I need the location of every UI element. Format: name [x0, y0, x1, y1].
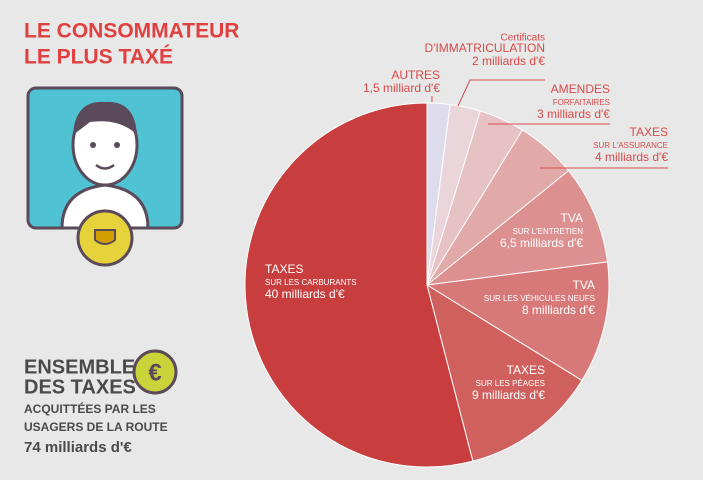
- total-title: ENSEMBLE: [24, 356, 135, 378]
- slice-label: TAXES: [630, 125, 668, 139]
- slice-label: TVA: [573, 278, 595, 292]
- euro-symbol: €: [148, 359, 161, 386]
- slice-detail: SUR LES VÉHICULES NEUFS: [484, 294, 595, 303]
- slice-detail: FORFAITAIRES: [553, 98, 610, 107]
- slice-label: Certificats: [501, 33, 545, 44]
- slice-detail: SUR LES CARBURANTS: [265, 278, 357, 287]
- leader-line: [457, 79, 545, 107]
- eye: [90, 142, 96, 148]
- header-line: LE PLUS TAXÉ: [24, 46, 173, 69]
- slice-label: TVA: [561, 211, 583, 225]
- hair: [73, 101, 137, 135]
- value-label: 8 milliards d'€: [522, 303, 595, 317]
- slice-detail: SUR LES PÉAGES: [476, 379, 545, 388]
- pie-slice: [425, 261, 610, 382]
- slice-detail: SUR L'ASSURANCE: [593, 141, 668, 150]
- slice-detail: D'IMMATRICULATION: [424, 41, 545, 55]
- value-label: 3 milliards d'€: [537, 107, 610, 121]
- mouth: [95, 163, 115, 170]
- value-label: 2 milliards d'€: [472, 54, 545, 68]
- slice-label: TAXES: [265, 262, 303, 276]
- slice-detail: SUR L'ENTRETIEN: [513, 227, 584, 236]
- value-label: 1,5 milliard d'€: [363, 81, 440, 95]
- value-label: 9 milliards d'€: [472, 388, 545, 402]
- header-line: LE CONSOMMATEUR: [24, 20, 239, 43]
- pie-slice: [426, 283, 583, 462]
- slice-label: AUTRES: [391, 68, 440, 82]
- eye: [114, 142, 120, 148]
- total-value: 74 milliards d'€: [24, 439, 132, 456]
- pie-slice: [425, 169, 609, 286]
- total-subtitle: ACQUITTÉES PAR LES: [24, 401, 156, 416]
- value-label: 6,5 milliards d'€: [500, 236, 583, 250]
- illustration: [26, 86, 184, 267]
- slice-label: AMENDES: [551, 82, 610, 96]
- value-label: 40 milliards d'€: [265, 287, 345, 301]
- wheel-hub: [94, 229, 116, 245]
- total-subtitle: USAGERS DE LA ROUTE: [24, 420, 168, 434]
- value-label: 4 milliards d'€: [595, 150, 668, 164]
- total-title: DES TAXES: [24, 376, 136, 398]
- pie-slice: [244, 102, 474, 468]
- slice-label: TAXES: [507, 363, 545, 377]
- euro-icon: [132, 349, 178, 395]
